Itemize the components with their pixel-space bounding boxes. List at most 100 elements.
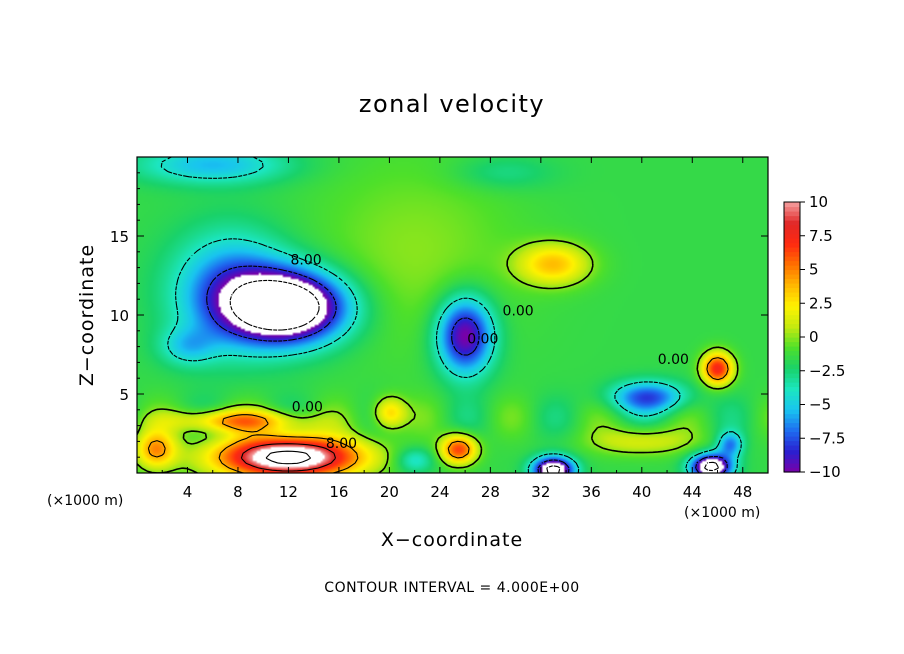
- contour-level-line: [160, 157, 742, 473]
- x-tick-label: 48: [733, 483, 752, 501]
- y-axis-label: Z−coordinate: [76, 244, 98, 386]
- colorbar-segments: [784, 202, 800, 473]
- contour-labels: 8.00 0.00 0.00 0.00 0.00 8.00: [291, 253, 689, 452]
- colorbar-segment: [784, 283, 800, 289]
- colorbar-tick-label: −2.5: [809, 362, 845, 380]
- colorbar-segment: [784, 355, 800, 361]
- x-tick-label: 44: [683, 483, 702, 501]
- y-tick-label: 10: [110, 307, 129, 325]
- colorbar-segment: [784, 220, 800, 226]
- colorbar-tick-label: 2.5: [809, 294, 833, 312]
- y-axis-ticks: 5 10 15: [110, 172, 768, 458]
- colorbar-segment: [784, 211, 800, 217]
- contour-lines: [137, 157, 742, 473]
- colorbar-tick-label: 5: [809, 261, 819, 279]
- x-tick-label: 16: [329, 483, 348, 501]
- contour-level-line: [229, 279, 719, 473]
- contour-interval-note: CONTOUR INTERVAL = 4.000E+00: [324, 580, 579, 596]
- colorbar-segment: [784, 400, 800, 406]
- colorbar-segment: [784, 350, 800, 356]
- colorbar-segment: [784, 323, 800, 329]
- contour-label: 0.00: [292, 400, 323, 416]
- colorbar-segment: [784, 422, 800, 428]
- colorbar-segment: [784, 332, 800, 338]
- colorbar-segment: [784, 409, 800, 415]
- contour-level-line: [137, 239, 739, 473]
- colorbar-segment: [784, 391, 800, 397]
- colorbar-segment: [784, 382, 800, 388]
- colorbar-ticks: 10 7.5 5 2.5 0 −2.5 −5 −7.5 −10: [800, 193, 845, 481]
- x-axis-label: X−coordinate: [381, 529, 523, 551]
- x-tick-label: 24: [430, 483, 449, 501]
- x-axis-ticks: 4 8 12 16 20 24 28 32 36 40 44 48: [161, 157, 752, 501]
- contour-level-line: [265, 450, 312, 465]
- colorbar-segment: [784, 463, 800, 469]
- colorbar-segment: [784, 359, 800, 365]
- x-tick-label: 20: [380, 483, 399, 501]
- x-unit-label-left: (×1000 m): [47, 493, 123, 509]
- colorbar-segment: [784, 395, 800, 401]
- colorbar-segment: [784, 386, 800, 392]
- colorbar-segment: [784, 346, 800, 352]
- colorbar-segment: [784, 305, 800, 311]
- colorbar-tick-label: 7.5: [809, 227, 833, 245]
- colorbar-segment: [784, 364, 800, 370]
- colorbar-segment: [784, 328, 800, 334]
- colorbar-segment: [784, 404, 800, 410]
- colorbar-segment: [784, 301, 800, 307]
- x-tick-label: 12: [279, 483, 298, 501]
- colorbar-segment: [784, 377, 800, 383]
- colorbar-segment: [784, 440, 800, 446]
- x-tick-label: 8: [233, 483, 243, 501]
- colorbar-segment: [784, 458, 800, 464]
- y-tick-label: 5: [119, 386, 129, 404]
- x-tick-label: 36: [582, 483, 601, 501]
- colorbar-segment: [784, 368, 800, 374]
- contour-level-line: [206, 265, 728, 473]
- colorbar-segment: [784, 418, 800, 424]
- colorbar-segment: [784, 256, 800, 262]
- colorbar-segment: [784, 260, 800, 266]
- colorbar-segment: [784, 413, 800, 419]
- colorbar-segment: [784, 202, 800, 208]
- colorbar-tick-label: −10: [809, 463, 841, 481]
- colorbar-segment: [784, 436, 800, 442]
- colorbar-segment: [784, 206, 800, 212]
- colorbar: 10 7.5 5 2.5 0 −2.5 −5 −7.5 −10: [783, 193, 845, 481]
- colorbar-segment: [784, 242, 800, 248]
- colorbar-segment: [784, 247, 800, 253]
- colorbar-segment: [784, 445, 800, 451]
- colorbar-segment: [784, 265, 800, 271]
- x-tick-label: 32: [531, 483, 550, 501]
- colorbar-segment: [784, 449, 800, 455]
- colorbar-segment: [784, 274, 800, 280]
- plot-area: 8.000.000.000.000.008.00 4 8 12 16 20 24 28 32 3…: [110, 156, 769, 501]
- colorbar-segment: [784, 238, 800, 244]
- colorbar-segment: [784, 427, 800, 433]
- colorbar-segment: [784, 278, 800, 284]
- contour-label: 0.00: [467, 332, 498, 348]
- colorbar-tick-label: −7.5: [809, 429, 845, 447]
- colorbar-segment: [784, 287, 800, 293]
- colorbar-segment: [784, 233, 800, 239]
- colorbar-tick-label: 10: [809, 193, 828, 211]
- colorbar-segment: [784, 292, 800, 298]
- heatmap-field: [137, 157, 768, 473]
- colorbar-segment: [784, 431, 800, 437]
- colorbar-segment: [784, 337, 800, 343]
- contour-label: 8.00: [291, 253, 322, 269]
- colorbar-segment: [784, 454, 800, 460]
- colorbar-segment: [784, 310, 800, 316]
- contour-label: 8.00: [326, 436, 357, 452]
- colorbar-segment: [784, 467, 800, 473]
- contour-level-line: [240, 443, 337, 472]
- x-tick-label: 40: [632, 483, 651, 501]
- colorbar-segment: [784, 314, 800, 320]
- colorbar-tick-label: 0: [809, 328, 819, 346]
- contour-label: 0.00: [658, 352, 689, 368]
- colorbar-segment: [784, 341, 800, 347]
- colorbar-segment: [784, 224, 800, 230]
- colorbar-segment: [784, 251, 800, 257]
- x-tick-label: 28: [481, 483, 500, 501]
- x-unit-label-right: (×1000 m): [684, 505, 760, 521]
